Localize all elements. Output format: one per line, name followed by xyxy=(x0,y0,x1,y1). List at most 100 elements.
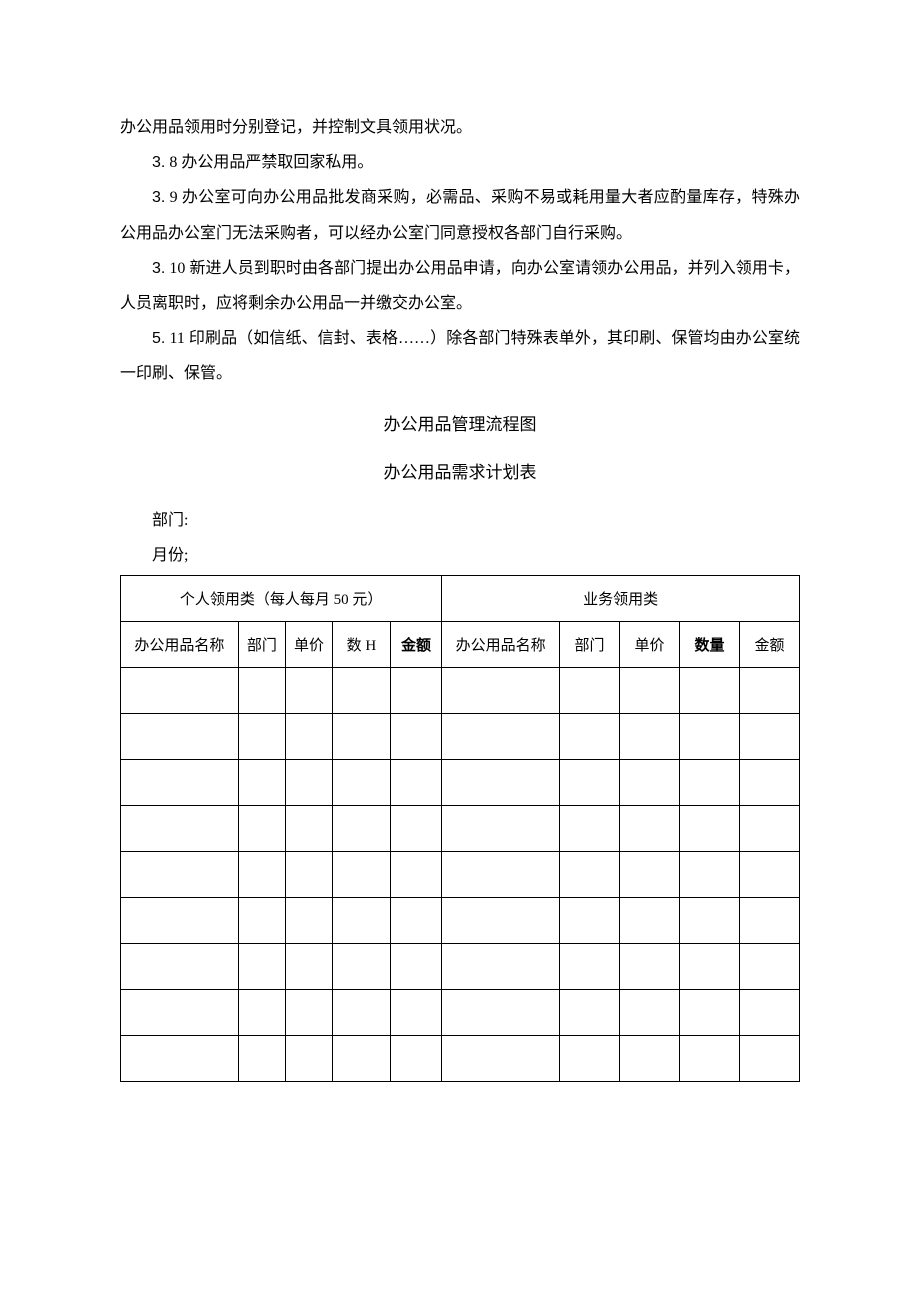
table-cell xyxy=(238,1036,285,1082)
table-cell xyxy=(121,714,239,760)
table-row xyxy=(121,668,800,714)
table-cell xyxy=(333,806,391,852)
table-cell xyxy=(285,668,332,714)
table-cell xyxy=(620,944,680,990)
table-cell xyxy=(620,1036,680,1082)
table-cell xyxy=(739,898,799,944)
label-month: 月份; xyxy=(120,538,800,573)
table-cell xyxy=(238,990,285,1036)
table-cell xyxy=(333,1036,391,1082)
table-cell xyxy=(442,760,560,806)
table-cell xyxy=(739,990,799,1036)
col-dept-right: 部门 xyxy=(560,622,620,668)
heading-plan-table: 办公用品需求计划表 xyxy=(120,458,800,489)
table-cell xyxy=(285,990,332,1036)
table-cell xyxy=(238,668,285,714)
table-cell xyxy=(679,990,739,1036)
table-cell xyxy=(442,1036,560,1082)
label-dept: 部门: xyxy=(120,503,800,538)
table-cell xyxy=(679,944,739,990)
table-cell xyxy=(121,806,239,852)
table-cell xyxy=(285,806,332,852)
table-cell xyxy=(739,714,799,760)
table-cell xyxy=(285,898,332,944)
table-cell xyxy=(121,852,239,898)
col-amount-left: 金额 xyxy=(390,622,441,668)
table-cell xyxy=(121,898,239,944)
table-cell xyxy=(285,852,332,898)
table-cell xyxy=(620,714,680,760)
table-cell xyxy=(442,806,560,852)
col-name-right: 办公用品名称 xyxy=(442,622,560,668)
table-cell xyxy=(121,1036,239,1082)
table-cell xyxy=(679,668,739,714)
paragraph-item-4: 3. 10 新进人员到职时由各部门提出办公用品申请，向办公室请领办公用品，并列入… xyxy=(120,251,800,321)
table-cell xyxy=(560,714,620,760)
para-text-4: 10 新进人员到职时由各部门提出办公用品申请，向办公室请领办公用品，并列入领用卡… xyxy=(120,260,800,312)
group-header-left: 个人领用类（每人每月 50 元） xyxy=(121,576,442,622)
supplies-plan-table: 个人领用类（每人每月 50 元） 业务领用类 办公用品名称 部门 单价 数 H … xyxy=(120,575,800,1082)
table-row xyxy=(121,760,800,806)
table-cell xyxy=(238,944,285,990)
table-cell xyxy=(333,668,391,714)
table-cell xyxy=(333,760,391,806)
table-row xyxy=(121,898,800,944)
table-cell xyxy=(620,852,680,898)
table-cell xyxy=(560,806,620,852)
table-cell xyxy=(238,898,285,944)
table-cell xyxy=(238,760,285,806)
table-cell xyxy=(390,898,441,944)
col-price-left: 单价 xyxy=(285,622,332,668)
table-cell xyxy=(560,760,620,806)
table-cell xyxy=(333,990,391,1036)
col-name-left: 办公用品名称 xyxy=(121,622,239,668)
table-cell xyxy=(560,990,620,1036)
table-cell xyxy=(285,1036,332,1082)
para-num-5: 5. xyxy=(152,330,165,347)
table-cell xyxy=(620,668,680,714)
table-cell xyxy=(560,944,620,990)
table-column-header-row: 办公用品名称 部门 单价 数 H 金额 办公用品名称 部门 单价 数量 金额 xyxy=(121,622,800,668)
table-cell xyxy=(442,898,560,944)
para-num-3: 3. xyxy=(152,189,165,206)
table-cell xyxy=(739,668,799,714)
table-cell xyxy=(333,898,391,944)
table-cell xyxy=(238,714,285,760)
table-cell xyxy=(560,852,620,898)
table-group-header-row: 个人领用类（每人每月 50 元） 业务领用类 xyxy=(121,576,800,622)
table-cell xyxy=(442,852,560,898)
table-cell xyxy=(739,852,799,898)
table-cell xyxy=(560,1036,620,1082)
para-text-3: 9 办公室可向办公用品批发商采购，必需品、采购不易或耗用量大者应酌量库存，特殊办… xyxy=(120,189,800,241)
table-body xyxy=(121,668,800,1082)
table-cell xyxy=(739,760,799,806)
table-cell xyxy=(285,760,332,806)
table-cell xyxy=(620,760,680,806)
table-cell xyxy=(285,714,332,760)
table-cell xyxy=(560,898,620,944)
table-row xyxy=(121,944,800,990)
table-cell xyxy=(679,760,739,806)
table-cell xyxy=(739,806,799,852)
table-cell xyxy=(390,760,441,806)
table-cell xyxy=(333,852,391,898)
table-cell xyxy=(560,668,620,714)
paragraph-item-5: 5. 11 印刷品（如信纸、信封、表格……）除各部门特殊表单外，其印刷、保管均由… xyxy=(120,321,800,391)
table-row xyxy=(121,1036,800,1082)
table-cell xyxy=(121,944,239,990)
table-cell xyxy=(442,990,560,1036)
table-cell xyxy=(679,714,739,760)
table-cell xyxy=(390,990,441,1036)
para-text-5: 11 印刷品（如信纸、信封、表格……）除各部门特殊表单外，其印刷、保管均由办公室… xyxy=(120,330,800,382)
table-cell xyxy=(121,760,239,806)
table-cell xyxy=(620,898,680,944)
table-cell xyxy=(442,944,560,990)
table-cell xyxy=(390,714,441,760)
table-cell xyxy=(285,944,332,990)
table-cell xyxy=(121,668,239,714)
col-amount-right: 金额 xyxy=(739,622,799,668)
table-cell xyxy=(390,668,441,714)
para-text-2: 8 办公用品严禁取回家私用。 xyxy=(169,154,373,171)
paragraph-line-1: 办公用品领用时分别登记，并控制文具领用状况。 xyxy=(120,110,800,145)
paragraph-item-3: 3. 9 办公室可向办公用品批发商采购，必需品、采购不易或耗用量大者应酌量库存，… xyxy=(120,180,800,250)
